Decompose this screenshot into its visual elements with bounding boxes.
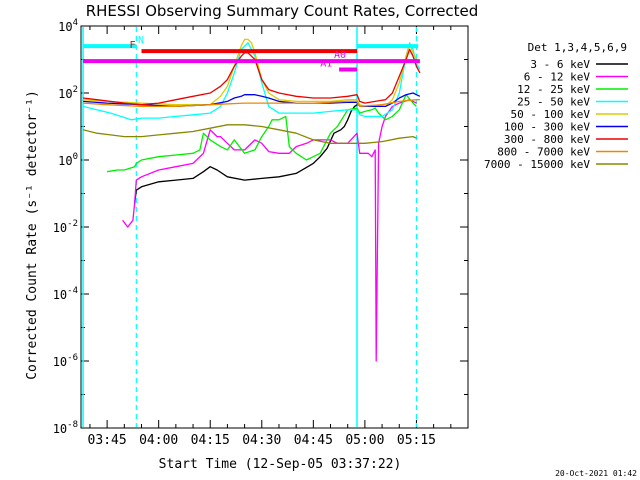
legend-entry-label: 12 - 25 keV bbox=[517, 83, 590, 96]
legend-entry-label: 50 - 100 keV bbox=[511, 108, 591, 121]
series-line-8 bbox=[82, 124, 417, 144]
legend-entry-label: 25 - 50 keV bbox=[517, 96, 590, 109]
y-tick-label: 10-8 bbox=[53, 420, 78, 436]
y-tick-label: 104 bbox=[58, 18, 78, 34]
x-tick-label: 04:15 bbox=[191, 433, 230, 448]
state-bar-label: F bbox=[129, 40, 135, 51]
state-bar-label: N bbox=[138, 35, 144, 46]
legend-entry-label: 300 - 800 keV bbox=[504, 133, 590, 146]
legend-entry-label: 3 - 6 keV bbox=[530, 58, 590, 71]
y-tick-label: 10-4 bbox=[53, 286, 78, 302]
x-tick-label: 04:30 bbox=[242, 433, 281, 448]
plot-frame bbox=[80, 25, 469, 429]
chart-title: RHESSI Observing Summary Count Rates, Co… bbox=[86, 2, 479, 20]
x-tick-label: 04:00 bbox=[139, 433, 178, 448]
legend-entry-label: 7000 - 15000 keV bbox=[484, 158, 590, 171]
legend-title: Det 1,3,4,5,6,9 bbox=[528, 41, 627, 54]
y-tick-label: 10-2 bbox=[53, 219, 78, 235]
legend-entry-label: 100 - 300 keV bbox=[504, 121, 590, 134]
legend-entry-label: 800 - 7000 keV bbox=[497, 146, 590, 159]
x-tick-label: 04:45 bbox=[294, 433, 333, 448]
x-tick-label: 05:00 bbox=[345, 433, 384, 448]
plot-area: 104 102 100 10-2 10-4 10-6 10-8 03:45 04:00 04:15… bbox=[53, 18, 469, 448]
state-bar-label: A1 bbox=[320, 59, 332, 70]
series-line-0 bbox=[133, 104, 358, 204]
x-axis-label: Start Time (12-Sep-05 03:37:22) bbox=[159, 457, 402, 472]
footer-timestamp: 20-Oct-2021 01:42 bbox=[555, 469, 637, 478]
x-tick-label: 03:45 bbox=[88, 433, 127, 448]
x-tick-label: 05:15 bbox=[397, 433, 436, 448]
state-bar-label: A0 bbox=[334, 50, 346, 61]
y-axis-label: Corrected Count Rate (s⁻¹ detector⁻¹) bbox=[25, 90, 40, 380]
series-line-7 bbox=[83, 99, 420, 108]
legend-entry-label: 6 - 12 keV bbox=[524, 71, 591, 84]
y-tick-label: 102 bbox=[58, 85, 78, 101]
y-axis-label-text: Corrected Count Rate (s⁻¹ detector⁻¹) bbox=[25, 90, 40, 380]
series-line-3 bbox=[82, 42, 421, 121]
y-tick-label: 10-6 bbox=[53, 353, 78, 369]
series-line-6 bbox=[83, 48, 421, 106]
y-tick-label: 100 bbox=[58, 152, 78, 168]
series-line-2 bbox=[106, 94, 417, 173]
series-line-1 bbox=[122, 99, 417, 362]
series-line-4 bbox=[83, 38, 421, 108]
